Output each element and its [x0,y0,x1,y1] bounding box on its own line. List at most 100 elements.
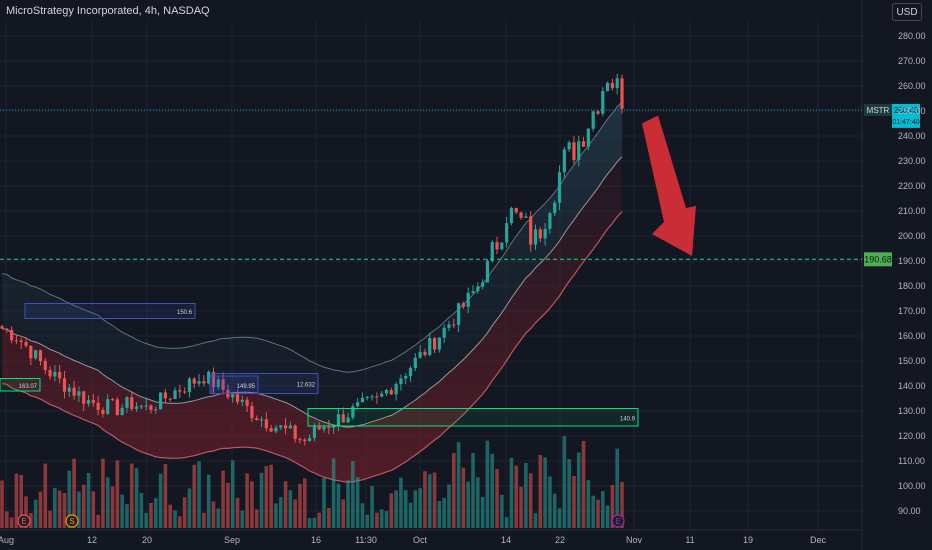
volume-bar [351,461,355,528]
candle-body [168,398,172,400]
volume-bar [115,460,120,528]
volume-bar [451,452,456,528]
volume-bar [408,502,413,528]
volume-bar [495,468,499,528]
candle-body [235,394,240,402]
volume-bar [418,488,422,528]
volume-bar [471,453,475,528]
level-box-label: 163.07 [19,384,38,390]
candle-body [38,350,43,362]
candle-body [58,371,62,379]
candle-body [134,406,139,409]
volume-bar [178,516,182,528]
volume-bar [221,470,225,528]
candle-body [408,367,413,376]
candle-body [216,379,220,388]
price-axis: 90.00 100.00 110.00 120.00 130.00 140.00 150.0… [898,31,926,516]
candle-body [245,399,249,406]
y-tick-label: 270.00 [898,56,926,66]
candle-body [221,379,225,390]
x-tick-label: 22 [555,535,565,545]
y-tick-label: 200.00 [898,231,926,241]
candle-body [437,337,441,350]
support-price-label: 190.68 [864,254,892,264]
candle-body [404,375,408,379]
chart-title: MicroStrategy Incorporated, 4h, NASDAQ [6,5,210,17]
volume-bar [72,458,76,528]
volume-bar [447,484,451,528]
candle-body [197,381,201,384]
volume-bar [610,485,615,528]
y-tick-label: 230.00 [898,156,926,166]
volume-bar [327,507,331,528]
volume-bar [120,494,124,528]
volume-bar [33,499,38,528]
candle-body [264,419,268,429]
volume-bar [317,512,322,528]
level-box [209,375,259,394]
volume-bar [466,481,471,528]
volume-bar [437,500,442,528]
candle-body [154,409,158,411]
candle-body [293,425,297,440]
candle-body [125,397,129,408]
y-tick-label: 160.00 [898,331,926,341]
candle-body [130,397,134,409]
level-box-label: 149.95 [237,384,256,390]
candle-body [490,242,494,261]
candle-body [187,378,192,393]
volume-bar [43,463,48,528]
volume-bar [96,514,100,528]
volume-bar [423,471,427,528]
candle-body [466,292,470,307]
candle-body [207,371,211,384]
currency-button[interactable]: USD [892,3,922,21]
volume-bar [216,508,221,528]
candle-body [538,229,542,239]
candle-body [10,329,14,341]
volume-bar [57,490,62,528]
x-tick-label: Aug [0,535,14,545]
candle-body [269,428,273,432]
candle-body [29,345,33,359]
volume-bar [283,481,288,528]
candle-body [384,390,389,394]
volume-bar [24,496,28,528]
candle-body [389,390,393,395]
y-tick-label: 170.00 [898,306,926,316]
candle-body [120,407,124,416]
overlays: 190.68 MSTR 250.43 01:47:40 150.6 163.07 12.63… [0,103,920,528]
candle-body [586,128,590,147]
volume-bar [509,457,514,528]
candle-body [620,78,624,109]
volume-bar [81,484,86,528]
x-tick-label: 11 [685,535,694,545]
candle-body [34,350,38,359]
candle-body [418,351,422,358]
candle-body [101,409,105,414]
level-box-label: 150.6 [177,310,193,316]
candle-body [303,439,307,442]
candle-body [432,338,437,350]
candle-body [19,340,23,342]
volume-bar [586,480,591,528]
volume-bar [432,472,437,528]
volume-bar [298,483,302,528]
support-price-tag [864,252,892,267]
volume-bar [53,488,57,528]
level-box [24,303,196,319]
candle-body [581,141,586,147]
candle-body [183,391,187,393]
volume-bar [19,474,24,528]
y-tick-label: 100.00 [898,481,926,491]
volume-bar [307,517,312,528]
volume-bar [153,498,158,528]
volume-bar [259,472,264,528]
lower-band-fill [2,156,622,483]
volume-bar [230,460,235,528]
x-tick-label: Dec [810,535,827,545]
volume-bar [413,490,418,528]
lower-band-line [1,211,623,483]
volume-bar [312,517,317,528]
